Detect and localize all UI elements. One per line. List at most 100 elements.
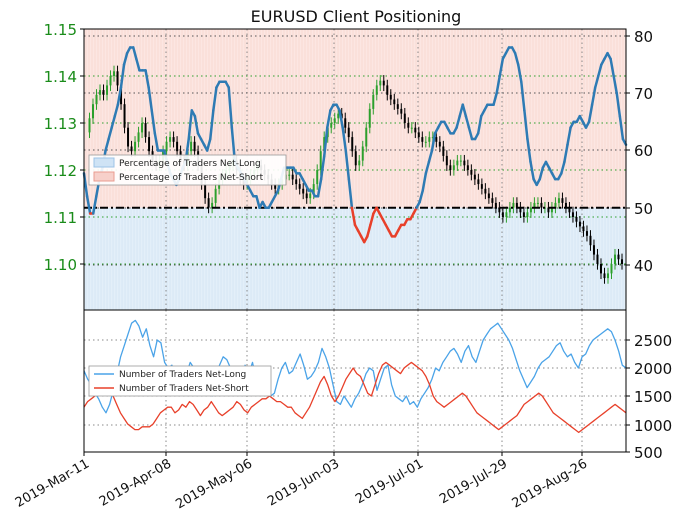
candle-body (519, 207, 522, 213)
candle-body (106, 85, 109, 95)
price-tick-label: 1.10 (44, 256, 77, 274)
candle-body (361, 146, 364, 161)
sentiment-segment (461, 103, 468, 118)
bottom-panel-frame (83, 309, 627, 453)
sentiment-segment (621, 137, 628, 147)
date-tick-label: 2019-Mar-11 (13, 456, 92, 510)
legend-label-net-long: Percentage of Traders Net-Long (119, 159, 261, 169)
candle-body (606, 273, 609, 279)
candle-body (389, 94, 392, 100)
candle-body (382, 80, 385, 86)
candle-body (463, 160, 466, 166)
candle-body (596, 254, 599, 264)
sentiment-segment (205, 137, 212, 152)
candle-body (319, 151, 322, 170)
sentiment-segment (513, 51, 520, 66)
sentiment-segment (590, 86, 597, 106)
legend-bottom-box (88, 365, 272, 397)
candle-body (123, 104, 126, 128)
candle-body (512, 202, 515, 208)
candle-body (508, 207, 511, 213)
candle-body (190, 141, 193, 152)
sentiment-segment (369, 212, 375, 227)
candle-body (417, 132, 420, 138)
percent-tick-label: 50 (634, 200, 653, 218)
sentiment-segment (322, 126, 329, 158)
count-tick-label: 2000 (634, 360, 672, 378)
sentiment-segment (147, 86, 153, 112)
candle-body (494, 202, 497, 208)
legend-bottom: Number of Traders Net-Long Number of Trad… (88, 365, 272, 397)
sentiment-segment (563, 143, 569, 164)
candle-body (491, 198, 494, 203)
candle-body (621, 259, 623, 264)
sentiment-segment (615, 92, 622, 118)
sentiment-segment (467, 126, 474, 141)
sentiment-segment (366, 223, 372, 238)
candle-body (214, 188, 217, 203)
candle-body (610, 264, 613, 274)
candle-body (578, 221, 581, 227)
sentiment-segment (193, 114, 200, 135)
candle-body (561, 198, 564, 203)
price-tick-label: 1.15 (44, 21, 77, 39)
candle-body (88, 118, 91, 133)
candle-body (172, 137, 175, 142)
sentiment-segment (132, 46, 138, 61)
sentiment-segment (107, 126, 113, 141)
candle-body (407, 123, 410, 128)
candle-body (449, 165, 452, 170)
candle-body (568, 207, 571, 213)
candle-body (109, 76, 112, 86)
sentiment-segment (153, 132, 160, 152)
candle-body (515, 202, 518, 208)
candle-body (309, 193, 312, 199)
sentiment-segment (341, 126, 348, 152)
candle-body (540, 202, 543, 208)
candle-body (386, 85, 389, 95)
candle-body (466, 165, 469, 170)
candle-body (344, 118, 347, 128)
candle-body (522, 212, 525, 217)
candle-body (582, 226, 585, 232)
candle-body (144, 123, 147, 138)
candle-body (393, 99, 396, 105)
price-tick-label: 1.12 (44, 162, 77, 180)
date-tick-label: 2019-Apr-08 (97, 456, 174, 509)
price-tick-label: 1.13 (44, 115, 77, 133)
sentiment-segment (430, 132, 437, 152)
candle-body (298, 184, 301, 189)
candle-body (442, 146, 445, 156)
candle-body (347, 127, 350, 138)
date-tick-label: 2019-Jun-03 (265, 456, 342, 509)
sentiment-segment (82, 172, 89, 198)
candle-body (470, 170, 473, 175)
sentiment-segment (85, 195, 92, 215)
sentiment-segment (338, 109, 344, 129)
candle-body (354, 151, 357, 166)
candle-body (207, 198, 210, 208)
legend-swatch-net-short (93, 171, 115, 182)
sentiment-segment (255, 195, 261, 209)
candle-body (330, 123, 333, 128)
sentiment-segment (212, 86, 218, 112)
candle-body (99, 90, 102, 95)
candle-body (400, 108, 403, 114)
sentiment-segment (227, 86, 234, 129)
sentiment-segment (122, 51, 129, 66)
candle-body (592, 245, 595, 255)
candle-body (456, 160, 459, 166)
candle-body (613, 254, 616, 264)
candle-body (617, 254, 620, 260)
legend-swatch-net-long (93, 157, 115, 168)
percent-tick-label: 70 (634, 85, 653, 103)
sentiment-segment (319, 154, 326, 181)
candle-body (312, 184, 315, 194)
candle-body (554, 202, 557, 208)
legend-label-count-net-short: Number of Traders Net-Short (119, 384, 249, 394)
candle-body (428, 137, 431, 142)
count-net-short-line (83, 361, 627, 434)
price-tick-label: 1.14 (44, 68, 77, 86)
sentiment-segment (424, 160, 431, 175)
sentiment-segment (350, 206, 357, 227)
